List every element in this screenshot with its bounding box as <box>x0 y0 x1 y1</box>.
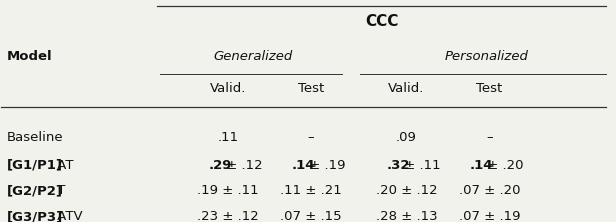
Text: .07 ± .15: .07 ± .15 <box>280 210 342 222</box>
Text: ± .20: ± .20 <box>484 159 524 172</box>
Text: .19 ± .11: .19 ± .11 <box>197 184 259 197</box>
Text: [G1/P1]: [G1/P1] <box>7 159 63 172</box>
Text: Valid.: Valid. <box>210 82 246 95</box>
Text: T: T <box>54 184 66 197</box>
Text: ± .19: ± .19 <box>305 159 346 172</box>
Text: .11: .11 <box>217 131 238 144</box>
Text: Test: Test <box>476 82 503 95</box>
Text: Valid.: Valid. <box>388 82 424 95</box>
Text: Test: Test <box>298 82 324 95</box>
Text: [G2/P2]: [G2/P2] <box>7 184 63 197</box>
Text: .29: .29 <box>208 159 232 172</box>
Text: Personalized: Personalized <box>444 50 528 63</box>
Text: .11 ± .21: .11 ± .21 <box>280 184 342 197</box>
Text: ATV: ATV <box>54 210 83 222</box>
Text: .07 ± .20: .07 ± .20 <box>458 184 520 197</box>
Text: –: – <box>308 131 314 144</box>
Text: .20 ± .12: .20 ± .12 <box>376 184 437 197</box>
Text: Baseline: Baseline <box>7 131 63 144</box>
Text: .32: .32 <box>386 159 410 172</box>
Text: AT: AT <box>54 159 74 172</box>
Text: [G3/P3]: [G3/P3] <box>7 210 63 222</box>
Text: CCC: CCC <box>365 14 399 29</box>
Text: Model: Model <box>7 50 52 63</box>
Text: .23 ± .12: .23 ± .12 <box>197 210 259 222</box>
Text: ± .11: ± .11 <box>400 159 441 172</box>
Text: .14: .14 <box>469 159 493 172</box>
Text: Generalized: Generalized <box>213 50 293 63</box>
Text: ± .12: ± .12 <box>222 159 263 172</box>
Text: .07 ± .19: .07 ± .19 <box>458 210 520 222</box>
Text: .14: .14 <box>291 159 315 172</box>
Text: –: – <box>486 131 493 144</box>
Text: .28 ± .13: .28 ± .13 <box>376 210 437 222</box>
Text: .09: .09 <box>396 131 417 144</box>
